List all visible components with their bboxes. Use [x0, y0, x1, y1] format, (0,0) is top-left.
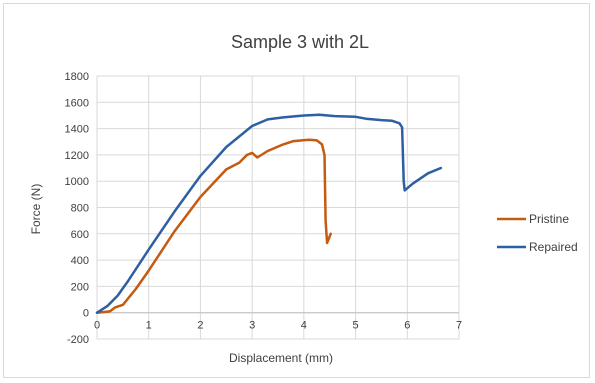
legend: Pristine Repaired [497, 212, 578, 254]
series-layer [95, 113, 443, 314]
legend-label: Repaired [529, 240, 578, 254]
series-line-repaired [95, 113, 443, 314]
y-tick-label: 800 [71, 203, 89, 215]
tick-labels: -200 0 200 400 600 800 1000 1200 1400 1600 1800 0 1 2… [65, 71, 463, 346]
y-tick-label: 1800 [65, 71, 89, 83]
y-axis-label: Force (N) [29, 184, 43, 235]
y-tick-label: 400 [71, 255, 89, 267]
legend-label: Pristine [529, 212, 569, 226]
x-tick-label: 6 [404, 320, 410, 332]
x-tick-label: 4 [301, 320, 307, 332]
x-tick-label: 5 [353, 320, 359, 332]
y-tick-label: 1400 [65, 124, 89, 136]
y-tick-label: 0 [83, 308, 89, 320]
chart-title: Sample 3 with 2L [231, 32, 369, 52]
chart-frame: Sample 3 with 2L -200 0 200 400 600 800 1000 12… [3, 3, 590, 378]
x-tick-label: 3 [249, 320, 255, 332]
x-tick-label: 1 [146, 320, 152, 332]
x-axis-label: Displacement (mm) [229, 351, 333, 365]
y-tick-label: 600 [71, 229, 89, 241]
x-tick-label: 0 [94, 320, 100, 332]
y-tick-label: 200 [71, 281, 89, 293]
x-tick-label: 2 [197, 320, 203, 332]
y-tick-label: -200 [67, 334, 89, 346]
y-tick-label: 1600 [65, 97, 89, 109]
grid [96, 75, 460, 340]
line-chart: Sample 3 with 2L -2000200400600800100012… [29, 32, 578, 365]
x-tick-label: 7 [456, 320, 462, 332]
y-tick-label: 1000 [65, 176, 89, 188]
y-tick-label: 1200 [65, 150, 89, 162]
series-line-pristine [95, 138, 332, 314]
